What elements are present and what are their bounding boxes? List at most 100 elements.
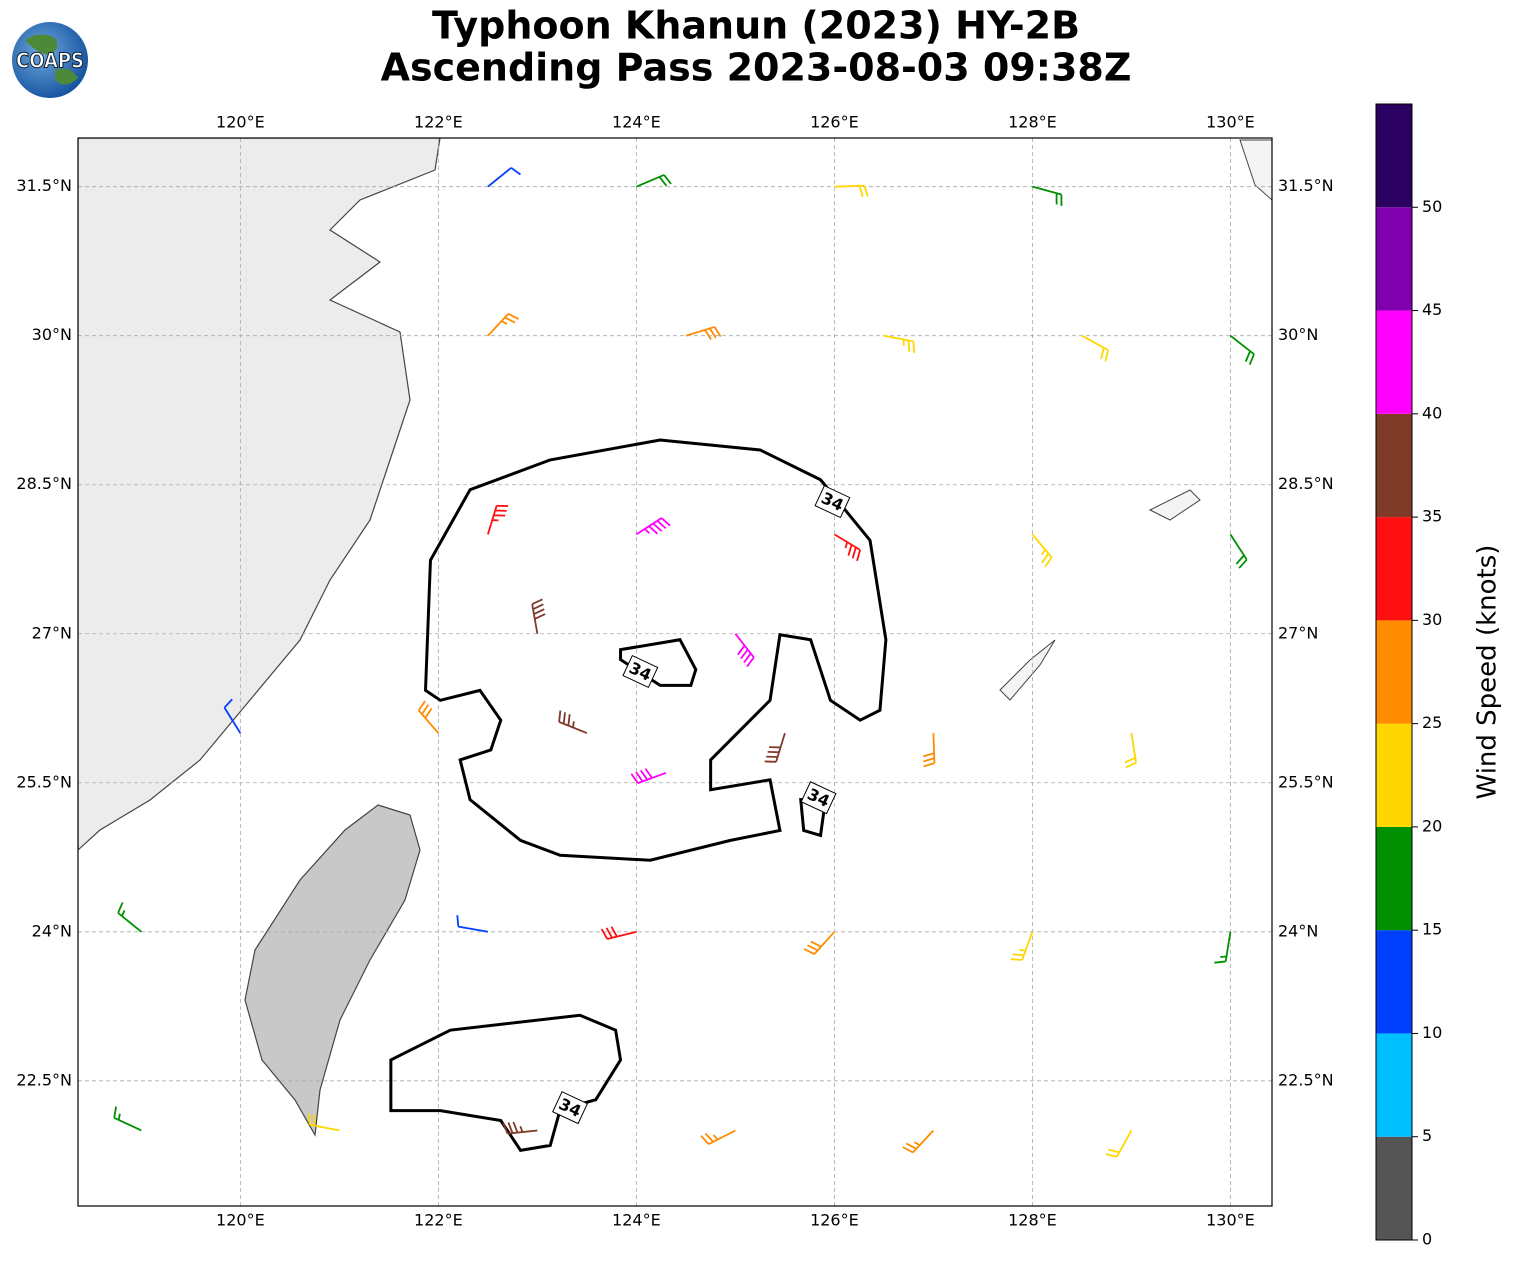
wind-barb	[734, 633, 755, 668]
colorbar-bin	[1376, 826, 1412, 931]
barb-glyph	[417, 700, 440, 734]
logo-land	[25, 34, 78, 85]
logo: COAPS	[12, 22, 88, 98]
x-tick-label: 122°E	[414, 1211, 463, 1230]
barb-glyph	[1214, 931, 1232, 964]
contour-34kt	[619, 638, 698, 687]
wind-barb	[700, 1129, 736, 1145]
y-tick-label: 22.5°N	[16, 1070, 72, 1089]
colorbar-tick-label: 15	[1422, 920, 1442, 939]
barb-glyph	[685, 326, 722, 340]
x-tick-label: 128°E	[1008, 113, 1057, 132]
wind-barb	[1105, 1130, 1133, 1158]
x-tick-label: 126°E	[810, 113, 859, 132]
title: Ascending Pass 2023-08-03 09:38Z	[381, 46, 1132, 90]
barb-glyph	[630, 768, 667, 784]
wind-barb	[223, 698, 242, 734]
colorbar-bin	[1376, 1033, 1412, 1137]
barb-glyph	[117, 902, 142, 933]
barb-glyph	[456, 915, 489, 933]
colorbar-bin	[1376, 1136, 1412, 1240]
barb-glyph	[1229, 533, 1248, 569]
wind-barb	[630, 768, 667, 784]
wind-barb	[635, 517, 671, 536]
barb-glyph	[636, 174, 672, 188]
colorbar-bin	[1376, 310, 1412, 414]
barb-glyph	[803, 931, 836, 955]
y-tick-label: 24°N	[32, 921, 72, 940]
x-tick-label: 120°E	[216, 1211, 265, 1230]
wind-barb	[117, 902, 142, 933]
colorbar-bin	[1376, 930, 1412, 1034]
wind-barb	[502, 1121, 538, 1135]
taiwan	[244, 804, 421, 1137]
x-tick-label: 122°E	[414, 113, 463, 132]
barb-glyph	[487, 504, 509, 535]
barb-glyph	[902, 1129, 935, 1154]
contour-label: 34	[622, 654, 659, 689]
wind-barb	[531, 598, 546, 634]
wind-barb	[1010, 931, 1034, 961]
wind-barb	[487, 167, 521, 188]
y-tick-label: 30°N	[32, 325, 72, 344]
map-frame	[77, 137, 1273, 1207]
wind-barb	[922, 733, 936, 768]
wind-barb	[600, 926, 637, 940]
barb-glyph	[531, 598, 546, 634]
barb-glyph	[764, 732, 786, 763]
wind-barb	[764, 732, 786, 763]
barb-glyph	[1031, 533, 1053, 568]
barb-glyph	[487, 167, 521, 188]
barb-glyph	[502, 1121, 538, 1135]
x-tick-label: 128°E	[1008, 1211, 1057, 1230]
contour-label-box	[800, 781, 837, 815]
colorbar: 0 5 10 15 20 25 30 35 40 45 50	[1375, 103, 1442, 1249]
barb-glyph	[487, 312, 519, 337]
colorbar-tick-label: 30	[1422, 610, 1442, 629]
wind-barb	[685, 326, 722, 340]
wind-barb	[417, 700, 440, 734]
y-tick-label: 22.5°N	[1278, 1070, 1334, 1089]
logo-text: COAPS	[16, 49, 84, 73]
y-tick-label: 27°N	[32, 623, 72, 642]
barb-glyph	[734, 633, 755, 668]
x-tick-label: 130°E	[1206, 113, 1255, 132]
barb-glyph	[922, 733, 936, 768]
colorbar-tick-label: 10	[1422, 1023, 1442, 1042]
contour-label: 34	[800, 781, 837, 815]
x-tick-label: 124°E	[612, 1211, 661, 1230]
y-tick-label: 25.5°N	[1278, 772, 1334, 791]
wind-barb	[834, 184, 869, 197]
barbs	[113, 167, 1255, 1158]
wind-barb	[1229, 334, 1255, 366]
barb-glyph	[1081, 334, 1110, 362]
colorbar-frame	[1375, 103, 1413, 1241]
wind-barb	[1031, 533, 1053, 568]
wind-barb	[902, 1129, 935, 1154]
y-tick-label: 30°N	[1278, 325, 1318, 344]
y-tick-label: 28.5°N	[16, 474, 72, 493]
colorbar-label: Wind Speed (knots)	[1473, 545, 1503, 800]
x-tick-label: 126°E	[810, 1211, 859, 1230]
barb-glyph	[883, 334, 916, 353]
barb-glyph	[558, 710, 588, 734]
colorbar-tick-label: 35	[1422, 507, 1442, 526]
contour-label-box	[622, 654, 659, 689]
colorbar-tick-label: 25	[1422, 713, 1442, 732]
wind-barb	[1032, 185, 1063, 206]
y-tick-label: 31.5°N	[1278, 176, 1334, 195]
barb-glyph	[600, 926, 637, 940]
wind-barb	[803, 931, 836, 955]
barb-glyph	[833, 533, 861, 562]
title: Typhoon Khanun (2023) HY-2B	[432, 4, 1080, 48]
colorbar-tick-label: 45	[1422, 300, 1442, 319]
wind-barb	[833, 533, 861, 562]
x-tick-label: 120°E	[216, 113, 265, 132]
colorbar-bin	[1376, 207, 1412, 311]
wind-barb	[1081, 334, 1110, 362]
barb-glyph	[1032, 185, 1063, 206]
y-tick-label: 28.5°N	[1278, 474, 1334, 493]
contour-label-box	[814, 485, 851, 519]
wind-barb	[558, 710, 588, 734]
